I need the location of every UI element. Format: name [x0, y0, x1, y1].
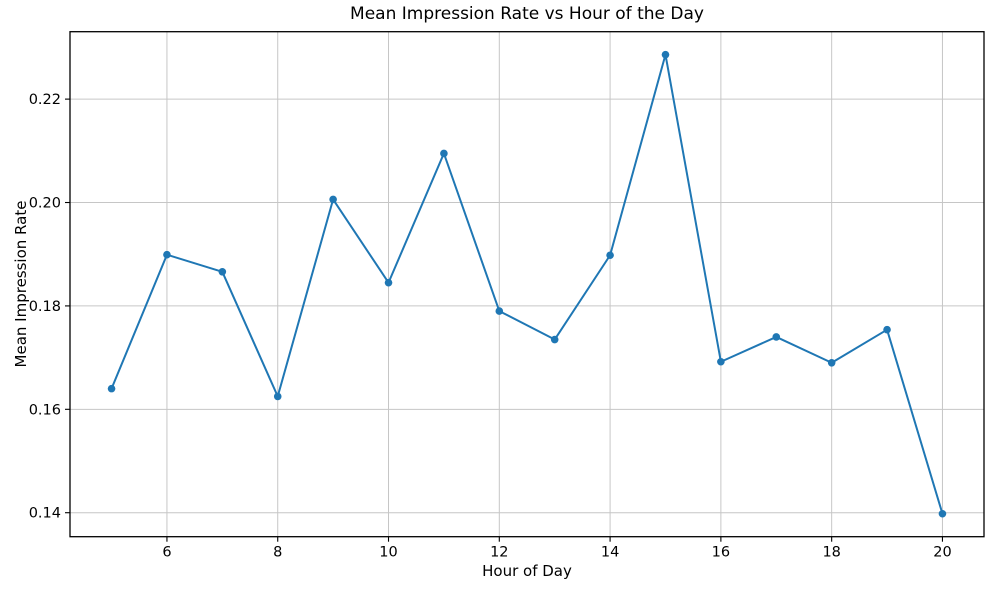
y-tick-label: 0.18: [29, 299, 61, 315]
data-point-marker: [938, 509, 947, 518]
x-tick-label: 14: [601, 545, 619, 561]
data-point-marker: [717, 357, 725, 366]
y-tick-label: 0.14: [29, 506, 61, 522]
y-tick-label: 0.16: [29, 402, 61, 418]
y-tick-label: 0.22: [29, 92, 61, 108]
x-tick-label: 20: [933, 545, 951, 561]
y-axis-label: Mean Impression Rate: [12, 200, 30, 368]
data-point-marker: [883, 325, 891, 334]
data-point-marker: [772, 333, 781, 341]
data-point-marker: [440, 149, 448, 158]
x-tick-label: 16: [712, 545, 730, 561]
data-point-marker: [661, 50, 670, 59]
data-point-marker: [606, 251, 614, 260]
data-point-marker: [218, 267, 227, 276]
x-tick-label: 6: [162, 545, 171, 561]
data-point-marker: [329, 195, 337, 204]
x-tick-label: 12: [490, 545, 508, 561]
data-point-marker: [384, 278, 393, 287]
data-point-marker: [827, 358, 836, 367]
data-point-marker: [163, 250, 171, 259]
x-axis-label: Hour of Day: [482, 562, 572, 580]
data-point-marker: [107, 384, 116, 393]
axes-frame: [69, 31, 985, 538]
y-tick-label: 0.20: [29, 196, 61, 212]
data-point-marker: [273, 392, 282, 401]
data-point-marker: [495, 307, 504, 315]
data-point-marker: [550, 335, 559, 344]
x-tick-label: 18: [822, 545, 840, 561]
chart-title: Mean Impression Rate vs Hour of the Day: [350, 4, 704, 24]
x-tick-label: 10: [379, 545, 397, 561]
data-line: [110, 53, 944, 515]
x-tick-label: 8: [273, 545, 282, 561]
